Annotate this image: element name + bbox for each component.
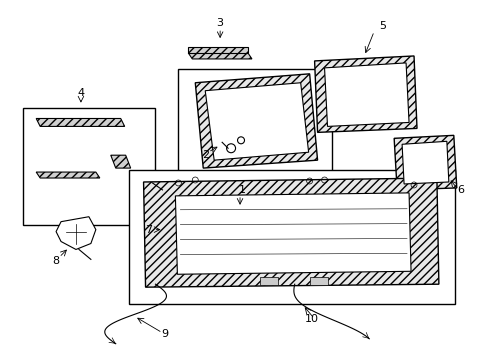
Polygon shape	[111, 155, 130, 168]
Text: 5: 5	[378, 21, 385, 31]
Text: 2: 2	[201, 150, 208, 160]
Polygon shape	[188, 53, 251, 59]
Polygon shape	[188, 47, 247, 53]
Polygon shape	[314, 56, 416, 132]
Bar	[23, 108, 154, 225]
Polygon shape	[393, 135, 456, 190]
Polygon shape	[36, 118, 124, 126]
Polygon shape	[205, 83, 308, 160]
Bar	[309, 277, 327, 285]
Text: 10: 10	[304, 314, 318, 324]
Text: 4: 4	[77, 88, 84, 98]
Bar	[260, 277, 277, 285]
Text: 1: 1	[238, 185, 245, 195]
Bar	[128, 170, 454, 304]
Polygon shape	[56, 217, 96, 249]
Polygon shape	[401, 141, 448, 184]
Text: 7: 7	[144, 225, 152, 235]
Bar	[178, 69, 332, 208]
Text: 9: 9	[161, 329, 168, 339]
Polygon shape	[324, 63, 408, 126]
Text: 8: 8	[52, 256, 60, 266]
Polygon shape	[175, 193, 410, 274]
Text: 3: 3	[216, 18, 223, 28]
Polygon shape	[143, 178, 438, 287]
Polygon shape	[36, 172, 100, 178]
Polygon shape	[195, 74, 317, 168]
Text: 6: 6	[456, 185, 463, 195]
